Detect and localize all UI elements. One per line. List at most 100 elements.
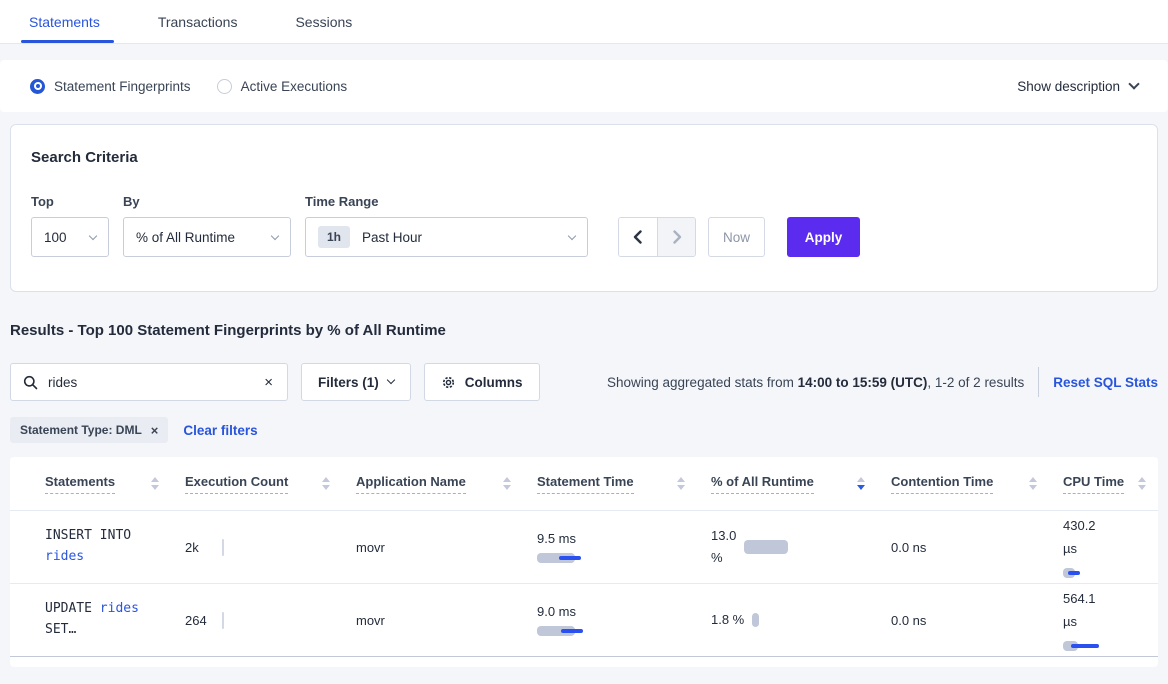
bar-blue-marker <box>561 628 583 633</box>
cpu-time-value: 564.1 µs <box>1063 591 1096 629</box>
column-header-label: Contention Time <box>891 474 994 494</box>
column-header-label: Statements <box>45 474 116 494</box>
tab-transactions[interactable]: Transactions <box>157 14 238 30</box>
search-input-wrapper: × <box>10 363 288 401</box>
search-criteria-card: Search Criteria Top 100 By % of All Runt… <box>10 124 1158 292</box>
radio-label: Statement Fingerprints <box>54 78 191 94</box>
time-range-label: Time Range <box>305 194 379 209</box>
search-icon <box>23 375 38 389</box>
filter-chip-statement-type: Statement Type: DML × <box>10 417 169 443</box>
bar-blue-marker <box>1071 643 1099 648</box>
runtime-percent-cell: 1.8 % <box>711 609 891 631</box>
column-header-contention-time[interactable]: Contention Time <box>891 474 1063 494</box>
radio-active-executions[interactable]: Active Executions <box>216 78 348 94</box>
column-header--of-all-runtime[interactable]: % of All Runtime <box>711 474 891 494</box>
statement-line: SET… <box>45 620 171 641</box>
filters-button-label: Filters (1) <box>318 374 379 390</box>
column-header-application-name[interactable]: Application Name <box>356 474 537 494</box>
execution-count-cell: 264 <box>185 611 356 629</box>
results-toolbar: × Filters (1) Columns Showing aggregated… <box>10 363 1158 401</box>
cpu-time-value: 430.2 µs <box>1063 518 1096 556</box>
time-prev-button[interactable] <box>619 218 657 256</box>
sort-icon[interactable] <box>151 477 159 490</box>
reset-sql-stats-link[interactable]: Reset SQL Stats <box>1053 374 1158 390</box>
show-description-toggle[interactable]: Show description <box>1017 78 1140 94</box>
chevron-down-icon <box>88 231 98 240</box>
runtime-percent-value: 13.0% <box>711 527 737 565</box>
contention-time-cell: 0.0 ns <box>891 539 927 555</box>
sort-icon[interactable] <box>1138 477 1146 490</box>
tab-sessions[interactable]: Sessions <box>295 14 353 30</box>
column-header-label: Statement Time <box>537 474 634 494</box>
execution-count-bar <box>222 538 224 556</box>
statement-cell: INSERT INTO rides <box>45 526 185 568</box>
table-header-row: Statements Execution Count Application Nam… <box>10 457 1158 511</box>
statement-text: SET… <box>45 622 77 637</box>
sort-icon[interactable] <box>677 477 685 490</box>
now-button[interactable]: Now <box>708 217 765 257</box>
clear-search-icon[interactable]: × <box>264 373 273 391</box>
cpu-time-cell: 430.2 µs <box>1063 515 1158 579</box>
value-bar-chart <box>537 625 697 637</box>
table-row: UPDATE rides SET… 264 movr 9.0 ms 1.8 % 0.0 ns… <box>10 584 1158 657</box>
statement-fingerprint-link[interactable]: rides <box>99 601 139 617</box>
statement-line: INSERT INTO <box>45 526 171 547</box>
column-header-execution-count[interactable]: Execution Count <box>185 474 356 494</box>
apply-button[interactable]: Apply <box>787 217 860 257</box>
statement-line: UPDATE rides <box>45 599 171 620</box>
radio-button-icon <box>30 78 45 94</box>
application-name-cell: movr <box>356 539 385 555</box>
top-select[interactable]: 100 <box>31 217 109 257</box>
execution-count-value: 264 <box>185 612 207 628</box>
statement-time-cell: 9.5 ms <box>537 531 711 564</box>
bar-grey-segment <box>537 552 575 563</box>
filters-button[interactable]: Filters (1) <box>301 363 411 401</box>
top-select-value: 100 <box>44 229 67 245</box>
by-label: By <box>123 194 140 209</box>
remove-filter-icon[interactable]: × <box>150 422 159 438</box>
radio-label: Active Executions <box>240 78 348 94</box>
clear-filters-link[interactable]: Clear filters <box>183 422 258 438</box>
aggregated-stats-text: Showing aggregated stats from 14:00 to 1… <box>607 374 1025 390</box>
search-input[interactable] <box>48 374 263 390</box>
statement-line: rides <box>45 547 171 568</box>
bar-blue-marker <box>559 555 581 560</box>
statement-time-cell: 9.0 ms <box>537 604 711 637</box>
radio-statement-fingerprints[interactable]: Statement Fingerprints <box>30 78 191 94</box>
statement-fingerprint-link[interactable]: rides <box>45 549 85 564</box>
sort-icon[interactable] <box>857 477 865 490</box>
columns-button[interactable]: Columns <box>423 363 540 401</box>
sort-icon[interactable] <box>1029 477 1037 490</box>
statement-time-value: 9.5 ms <box>537 530 577 546</box>
chevron-down-icon <box>270 231 280 240</box>
view-mode-row: Statement Fingerprints Active Executions … <box>0 60 1168 112</box>
bar-grey-segment <box>1063 640 1078 651</box>
time-next-button[interactable] <box>657 218 695 256</box>
tab-statements[interactable]: Statements <box>21 2 114 43</box>
chevron-left-icon <box>633 230 642 244</box>
bar-blue-marker <box>1068 570 1080 575</box>
by-select-value: % of All Runtime <box>136 229 236 245</box>
statement-time-value: 9.0 ms <box>537 603 577 619</box>
sort-icon[interactable] <box>322 477 330 490</box>
time-range-value: Past Hour <box>362 229 423 245</box>
results-heading: Results - Top 100 Statement Fingerprints… <box>10 322 446 339</box>
chevron-down-icon <box>386 375 396 385</box>
application-name-cell: movr <box>356 612 385 628</box>
runtime-percent-bar <box>752 613 760 627</box>
time-range-badge: 1h <box>318 226 351 248</box>
time-range-select[interactable]: 1h Past Hour <box>305 217 588 257</box>
runtime-percent-bar <box>744 540 789 554</box>
column-header-label: Application Name <box>356 474 466 494</box>
column-header-statements[interactable]: Statements <box>45 474 185 494</box>
gear-icon <box>441 375 456 390</box>
by-select[interactable]: % of All Runtime <box>123 217 291 257</box>
search-criteria-title: Search Criteria <box>31 149 138 166</box>
execution-count-bar <box>222 611 224 629</box>
column-header-statement-time[interactable]: Statement Time <box>537 474 711 494</box>
toolbar-divider <box>1038 367 1040 397</box>
sort-icon[interactable] <box>503 477 511 490</box>
statement-text: UPDATE <box>45 601 100 617</box>
column-header-cpu-time[interactable]: CPU Time <box>1063 474 1158 494</box>
table-row: INSERT INTO rides 2k movr 9.5 ms 13.0% 0.0 ns 4… <box>10 511 1158 584</box>
